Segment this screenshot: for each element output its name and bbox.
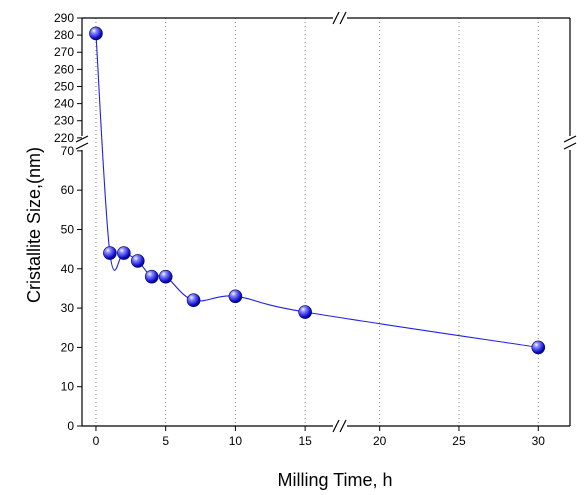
fit-curve (95, 33, 539, 348)
data-point-30 (531, 340, 546, 355)
data-point-4 (144, 269, 159, 284)
data-point-15 (298, 305, 312, 319)
x-break-top (339, 11, 347, 25)
plot-frame (75, 11, 577, 433)
data-point-7 (186, 293, 201, 308)
x-tick-label-15: 15 (298, 434, 312, 448)
y-tick-label-40: 40 (61, 262, 75, 276)
x-tick-label-20: 20 (373, 434, 387, 448)
y-tick-label-270: 270 (54, 45, 74, 59)
y-tick-label-0: 0 (67, 419, 74, 433)
x-break-bottom (339, 419, 347, 433)
y-tick-label-30: 30 (61, 301, 75, 315)
y-tick-label-290: 290 (54, 11, 74, 25)
y-break-left (75, 142, 89, 150)
x-tick-label-30: 30 (532, 434, 546, 448)
x-tick-label-5: 5 (162, 434, 169, 448)
data-point-5 (158, 269, 173, 284)
y-tick-label-60: 60 (61, 183, 75, 197)
x-break-top (332, 11, 340, 25)
y-tick-label-230: 230 (54, 114, 74, 128)
data-points (89, 26, 546, 355)
y-tick-label-260: 260 (54, 62, 74, 76)
data-point-3 (130, 254, 145, 268)
data-point-10 (228, 289, 243, 304)
y-tick-label-220: 220 (54, 131, 74, 145)
data-point-1 (103, 246, 117, 260)
y-break-right (563, 135, 577, 143)
y-tick-label-240: 240 (54, 97, 74, 111)
y-tick-label-280: 280 (54, 28, 74, 42)
grid-lines (95, 18, 539, 426)
y-tick-label-250: 250 (54, 79, 74, 93)
y-tick-label-20: 20 (61, 340, 75, 354)
data-point-0 (89, 26, 103, 41)
x-tick-label-0: 0 (93, 434, 100, 448)
y-axis-title: Cristallite Size,(nm) (24, 147, 44, 303)
y-tick-label-50: 50 (61, 222, 75, 236)
series-line (95, 33, 539, 348)
data-point-2 (117, 246, 131, 260)
x-tick-label-10: 10 (229, 434, 243, 448)
x-break-bottom (332, 419, 340, 433)
x-tick-label-25: 25 (452, 434, 466, 448)
y-tick-label-10: 10 (61, 380, 75, 394)
y-break-right (563, 142, 577, 150)
x-axis-title: Milling Time, h (277, 470, 392, 490)
y-break-left (75, 135, 89, 143)
y-tick-label-70: 70 (61, 144, 75, 158)
